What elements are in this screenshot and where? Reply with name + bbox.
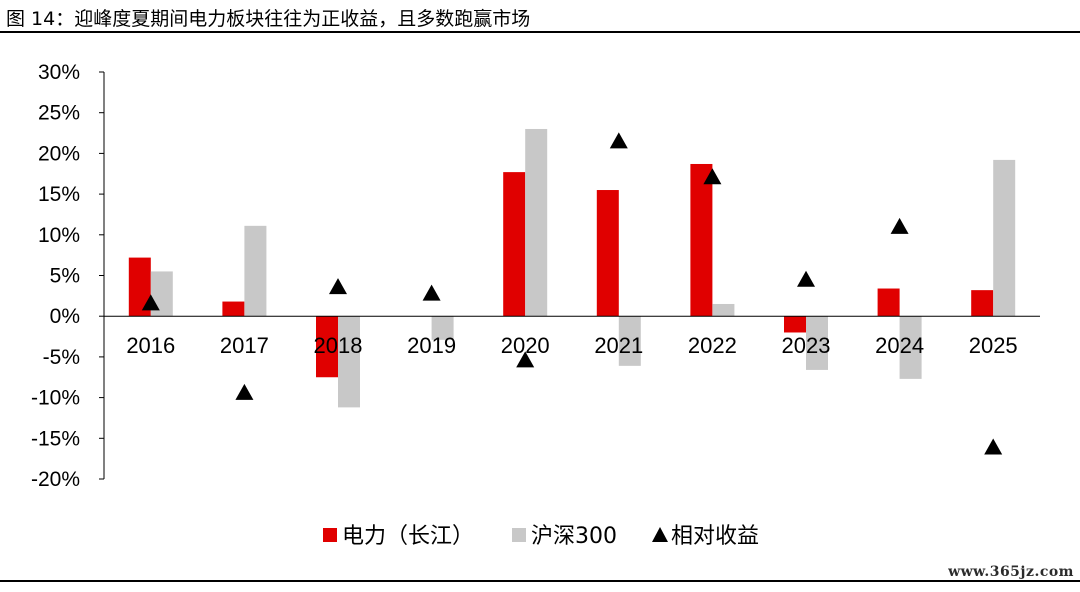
x-tick-label: 2021 (594, 333, 643, 358)
y-tick-label: 10% (38, 224, 80, 247)
y-tick-label: 25% (38, 102, 80, 125)
bar-power-2023 (784, 316, 806, 333)
bar-hs300-2018 (338, 316, 360, 408)
bar-hs300-2022 (712, 303, 735, 317)
bar-hs300-2020 (525, 128, 548, 317)
x-tick-label: 2017 (220, 333, 269, 358)
x-tick-label: 2023 (782, 333, 831, 358)
y-tick-label: -5% (43, 346, 80, 369)
marker-relative-2025 (984, 438, 1003, 455)
bar-hs300-2017 (244, 225, 267, 317)
legend-relative-swatch (652, 527, 668, 542)
bar-power-2022 (690, 163, 713, 317)
marker-relative-2018 (329, 278, 347, 295)
marker-relative-2021 (609, 132, 628, 149)
y-tick-label: 15% (38, 183, 80, 206)
legend-hs300-label: 沪深300 (531, 524, 617, 549)
legend-hs300-swatch (512, 528, 526, 542)
marker-relative-2019 (422, 284, 441, 301)
x-tick-label: 2018 (314, 333, 363, 358)
legend-power-label: 电力（长江） (342, 524, 474, 549)
y-tick-label: 20% (38, 142, 80, 165)
y-tick-label: -20% (31, 468, 80, 491)
bar-power-2016 (128, 257, 151, 317)
y-tick-label: -10% (31, 387, 80, 410)
marker-relative-2020 (516, 351, 535, 368)
bar-hs300-2023 (806, 316, 828, 370)
x-tick-label: 2016 (126, 333, 175, 358)
marker-relative-2022 (703, 168, 722, 185)
legend: 电力（长江） 沪深300 相对收益 (323, 524, 759, 549)
y-tick-label: -15% (31, 427, 80, 450)
marker-relative-2023 (797, 270, 815, 287)
bar-power-2025 (971, 290, 994, 317)
bottom-rule (0, 580, 1080, 582)
marker-relative-2017 (235, 383, 254, 400)
bar-power-2020 (503, 172, 526, 317)
chart-title: 图 14：迎峰度夏期间电力板块往往为正收益，且多数跑赢市场 (6, 8, 531, 30)
y-axis: 30% 25% 20% 15% 10% 5% 0% -5% -10% -15% -20% (31, 61, 105, 491)
x-tick-label: 2019 (407, 333, 456, 358)
top-rule (0, 31, 1080, 33)
y-tick-label: 0% (50, 305, 80, 328)
legend-relative-label: 相对收益 (671, 524, 759, 549)
bar-hs300-2024 (899, 316, 922, 379)
bar-power-2024 (877, 288, 900, 317)
x-tick-label: 2025 (969, 333, 1018, 358)
bar-hs300-2021 (618, 316, 641, 366)
chart: 30% 25% 20% 15% 10% 5% 0% -5% -10% -15% -20% 2016 2… (31, 61, 1040, 549)
bar-hs300-2019 (431, 316, 454, 340)
y-tick-label: 30% (38, 61, 80, 84)
bar-power-2018 (316, 316, 338, 378)
bars (128, 128, 1016, 408)
x-axis-labels: 2016 2017 2018 2019 2020 2021 2022 2023 2024 2025 (126, 333, 1017, 358)
marker-relative-2024 (890, 217, 909, 234)
markers (141, 132, 1003, 455)
y-tick-label: 5% (50, 265, 80, 288)
bar-power-2017 (222, 301, 245, 317)
bar-hs300-2025 (993, 159, 1016, 317)
x-tick-label: 2022 (688, 333, 737, 358)
x-tick-label: 2024 (875, 333, 924, 358)
marker-relative-2016 (141, 294, 160, 311)
watermark: www.365jz.com (948, 564, 1074, 580)
legend-power-swatch (323, 528, 337, 542)
bar-power-2021 (596, 190, 619, 317)
